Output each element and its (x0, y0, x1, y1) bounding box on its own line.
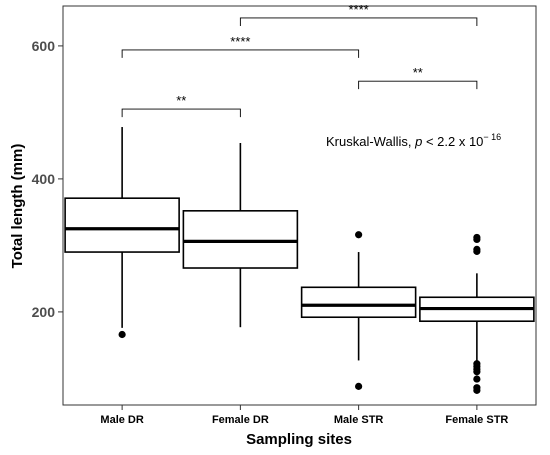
iqr-box (300, 286, 417, 319)
annotation-p: p (414, 134, 422, 149)
bracket-line (121, 108, 241, 118)
significance-label: **** (230, 34, 250, 49)
y-axis-label: Total length (mm) (9, 144, 26, 269)
box-female-str (419, 233, 535, 394)
chart-axes: 200 400 600 Male DR Female DR Male STR Female … (32, 38, 509, 426)
significance-bracket: ** (358, 65, 478, 90)
outlier-point (473, 235, 481, 244)
kruskal-wallis-annotation: Kruskal-Wallis, p < 2.2 x 10− 16 (326, 132, 501, 149)
y-tick-label: 200 (32, 304, 56, 320)
y-tick-label: 400 (32, 171, 56, 187)
significance-bracket: **** (121, 34, 360, 58)
bracket-line (239, 17, 478, 26)
outlier-point (355, 231, 363, 239)
x-tick-label: Male DR (100, 414, 143, 426)
box-male-dr (64, 127, 180, 339)
x-tick-label: Male STR (334, 414, 384, 426)
y-tick-label: 600 (32, 38, 56, 54)
chart-marks: ************ (64, 2, 535, 394)
x-tick-label: Female DR (212, 414, 269, 426)
x-axis-label: Sampling sites (246, 431, 352, 448)
annotation-exponent: − 16 (483, 132, 501, 142)
outlier-point (473, 247, 481, 255)
bracket-line (121, 49, 360, 58)
annotation-rest: < 2.2 x 10 (422, 134, 483, 149)
significance-bracket: ** (121, 93, 241, 118)
outlier-point (118, 330, 126, 339)
iqr-box (182, 210, 299, 269)
iqr-box (64, 197, 180, 253)
significance-label: **** (349, 2, 369, 17)
x-tick-label: Female STR (445, 414, 508, 426)
outlier-point (473, 386, 481, 394)
box-male-str (300, 231, 417, 390)
outlier-point (473, 368, 481, 376)
annotation-prefix: Kruskal-Wallis, (326, 134, 415, 149)
bracket-line (358, 80, 478, 90)
significance-label: ** (413, 65, 423, 80)
significance-label: ** (176, 93, 186, 108)
significance-bracket: **** (239, 2, 478, 26)
outlier-point (473, 375, 481, 383)
box-female-dr (182, 142, 299, 328)
outlier-point (355, 382, 363, 390)
